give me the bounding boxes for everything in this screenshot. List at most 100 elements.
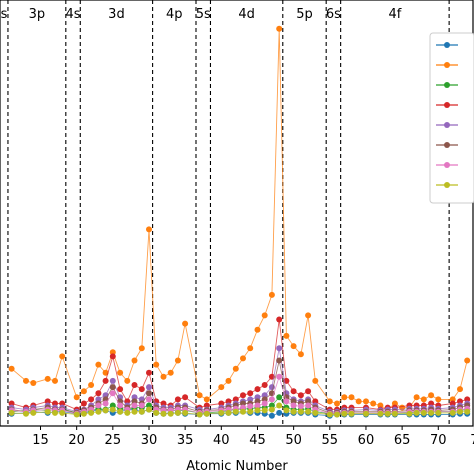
series-5-point-11	[109, 384, 116, 391]
series-3-point-7	[80, 400, 87, 407]
series-1-point-40	[341, 394, 348, 401]
series-1-point-3	[44, 375, 51, 382]
region-label-1: 3p	[29, 7, 46, 22]
series-7-point-25	[225, 409, 232, 416]
series-3-point-4	[52, 400, 58, 407]
series-7-point-24	[218, 409, 225, 416]
series-1-point-37	[312, 377, 319, 384]
series-1-point-28	[247, 345, 254, 352]
series-3-point-28	[247, 390, 254, 397]
series-7-point-17	[153, 409, 160, 416]
series-1-point-26	[232, 365, 239, 372]
legend-swatch-marker-0	[444, 42, 450, 48]
region-label-7: 5p	[296, 7, 313, 22]
series-1-point-41	[348, 394, 355, 401]
series-3-point-49	[428, 400, 435, 407]
series-5-point-16	[146, 390, 152, 397]
series-7-point-20	[174, 409, 181, 416]
legend	[429, 32, 474, 204]
series-1-point-11	[109, 349, 116, 356]
series-1-point-36	[305, 312, 312, 319]
series-6-point-35	[297, 403, 304, 410]
series-4-point-14	[131, 394, 138, 401]
series-7-point-33	[283, 407, 290, 414]
series-7-point-8	[88, 409, 95, 416]
series-7-point-5	[59, 409, 66, 416]
series-1-point-51	[420, 396, 427, 403]
series-5-point-27	[240, 400, 246, 407]
series-7-point-16	[146, 406, 152, 413]
series-1-point-6	[73, 394, 80, 401]
region-label-4: 4p	[166, 7, 183, 22]
series-1-point-18	[160, 373, 167, 380]
x-tick-label-11: 70	[430, 433, 447, 448]
series-1-point-30	[261, 312, 268, 319]
series-4-point-28	[247, 396, 254, 403]
region-label-3: 3d	[108, 7, 125, 22]
series-3-point-12	[117, 386, 124, 393]
series-5-point-36	[305, 398, 312, 405]
series-1-point-8	[88, 382, 95, 388]
series-3-point-34	[290, 388, 297, 395]
region-label-0: s	[1, 7, 8, 22]
series-5-point-34	[290, 398, 297, 405]
series-4-point-9	[95, 396, 102, 403]
series-3-point-23	[203, 402, 210, 409]
series-5-point-29	[254, 398, 261, 405]
series-3-point-3	[44, 398, 51, 405]
series-3-point-0	[8, 400, 15, 407]
region-label-9: 4f	[388, 7, 401, 22]
series-1-point-14	[131, 357, 138, 364]
series-6-point-16	[146, 396, 152, 403]
series-3-point-15	[138, 386, 145, 393]
legend-swatch-marker-3	[444, 102, 450, 108]
series-1-point-4	[52, 377, 58, 384]
series-4-point-29	[254, 394, 261, 401]
legend-box	[429, 32, 474, 204]
series-7-point-0	[8, 409, 15, 416]
series-6-point-12	[117, 402, 124, 409]
series-7-point-40	[341, 410, 348, 417]
series-7-point-47	[413, 409, 420, 416]
series-7-point-50	[435, 409, 442, 416]
series-2-point-16	[146, 402, 152, 409]
series-3-point-18	[160, 400, 167, 407]
series-7-point-51	[449, 409, 456, 416]
series-7-point-37	[312, 409, 319, 416]
x-tick-label-3: 30	[141, 433, 158, 448]
series-1-point-20	[174, 357, 181, 364]
series-7-point-48	[420, 409, 427, 416]
series-3-point-21	[182, 394, 189, 401]
series-1-point-52	[428, 392, 435, 399]
series-3-point-27	[240, 392, 246, 399]
series-3-point-14	[131, 382, 138, 388]
series-7-point-45	[391, 410, 398, 417]
x-tick-label-5: 40	[213, 433, 230, 448]
series-1-point-31	[268, 291, 275, 298]
series-1-point-23	[203, 396, 210, 403]
series-0-point-31	[276, 409, 283, 416]
series-7-point-23	[203, 410, 210, 417]
series-1-point-56	[464, 357, 471, 364]
series-3-point-32	[276, 316, 283, 323]
series-6-point-15	[138, 402, 145, 409]
series-3-point-16	[146, 369, 152, 376]
series-6-point-10	[102, 400, 109, 407]
series-7-point-2	[30, 409, 37, 416]
series-7-point-38	[326, 411, 333, 418]
series-3-point-24	[218, 400, 225, 407]
plot-frame	[0, 0, 474, 427]
series-3-point-9	[95, 390, 102, 397]
series-1-point-22	[196, 392, 203, 399]
x-tick-label-10: 65	[394, 433, 411, 448]
series-6-point-31	[268, 396, 275, 403]
series-7-point-1	[23, 410, 29, 417]
series-7-point-9	[95, 408, 102, 415]
series-5-point-14	[131, 398, 138, 405]
region-label-6: 4d	[238, 7, 255, 22]
series-1-point-13	[124, 377, 131, 384]
series-7-point-52	[457, 408, 463, 415]
series-7-point-19	[167, 410, 174, 417]
data-series	[8, 25, 471, 419]
